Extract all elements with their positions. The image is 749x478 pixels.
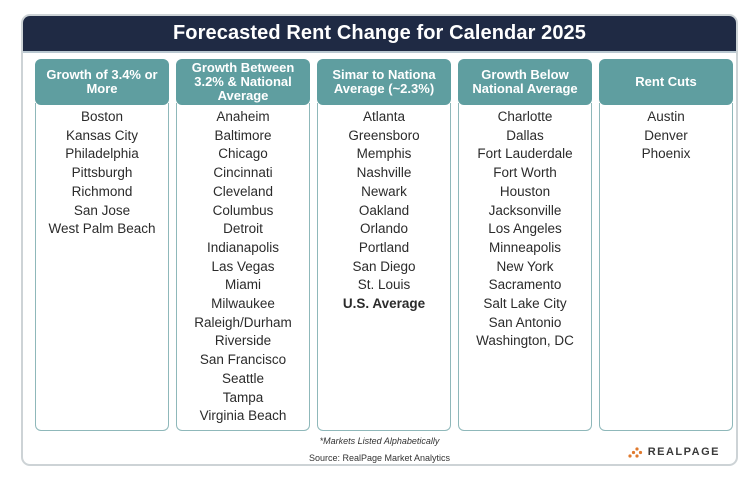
market-item: Baltimore: [214, 127, 272, 143]
market-item: Miami: [225, 277, 261, 293]
market-item: Memphis: [356, 146, 412, 162]
market-item: Charlotte: [497, 109, 553, 124]
market-item: Chicago: [218, 146, 268, 162]
market-item: Indianapolis: [206, 239, 280, 255]
market-item: Richmond: [71, 183, 133, 199]
realpage-dots-icon: [628, 447, 642, 458]
market-list: Charlotte Dallas Fort Lauderdale Fort Worth…: [459, 108, 591, 351]
column-body: Atlanta Greensboro Memphis Nashville Newark O…: [317, 103, 451, 431]
market-list: Anaheim Baltimore Chicago Cincinnati Clevela…: [177, 108, 309, 426]
column-header: Growth of 3.4% or More: [35, 59, 169, 105]
market-item: Riverside: [214, 333, 272, 349]
column-rent-cuts: Rent Cuts Austin Denver Phoenix: [599, 59, 733, 431]
market-item: Phoenix: [641, 146, 691, 162]
market-item: Sacramento: [488, 277, 562, 293]
market-item: Los Angeles: [488, 221, 562, 237]
market-item: Jacksonville: [488, 202, 562, 218]
market-item: Columbus: [212, 202, 274, 218]
market-item: Philadelphia: [65, 146, 139, 162]
market-item: Cincinnati: [213, 165, 273, 181]
market-item: Dallas: [506, 127, 544, 143]
page-title: Forecasted Rent Change for Calendar 2025: [23, 16, 736, 53]
market-item: Cleveland: [212, 183, 274, 199]
source-note: Source: RealPage Market Analytics: [308, 453, 451, 463]
market-item: Denver: [644, 127, 688, 143]
market-item: Tampa: [222, 389, 264, 405]
market-item: San Jose: [73, 202, 131, 218]
market-item: San Diego: [352, 258, 416, 274]
market-item: Orlando: [359, 221, 409, 237]
column-header: Growth Below National Average: [458, 59, 592, 105]
column-header: Simar to Nationa Average (~2.3%): [317, 59, 451, 105]
column-body: Anaheim Baltimore Chicago Cincinnati Clevela…: [176, 103, 310, 431]
market-item: Houston: [499, 183, 551, 199]
market-item: Raleigh/Durham: [194, 314, 292, 330]
market-item: Portland: [358, 239, 410, 255]
market-item: Fort Lauderdale: [477, 146, 573, 162]
market-item: West Palm Beach: [48, 221, 156, 237]
column-growth-between: Growth Between 3.2% & National Average A…: [176, 59, 310, 431]
market-item: Minneapolis: [488, 239, 562, 255]
market-item: Pittsburgh: [71, 165, 133, 181]
market-item: Virginia Beach: [199, 408, 287, 424]
market-item: New York: [496, 258, 554, 274]
market-item: Newark: [361, 183, 407, 199]
market-item: Greensboro: [348, 127, 420, 143]
us-average-label: U.S. Average: [342, 296, 426, 312]
market-item: Seattle: [221, 370, 265, 386]
market-list: Austin Denver Phoenix: [600, 108, 732, 164]
column-body: Boston Kansas City Philadelphia Pittsburgh R…: [35, 103, 169, 431]
market-list: Atlanta Greensboro Memphis Nashville Newark O…: [318, 108, 450, 295]
logo-text: REALPAGE: [647, 446, 720, 458]
market-item: Boston: [80, 109, 124, 124]
market-item: Austin: [647, 109, 685, 124]
market-item: Milwaukee: [211, 296, 275, 312]
column-body: Austin Denver Phoenix: [599, 103, 733, 431]
market-item: Washington, DC: [476, 333, 574, 349]
column-similar-to-national: Simar to Nationa Average (~2.3%) Atlanta…: [317, 59, 451, 431]
market-item: Fort Worth: [493, 165, 557, 181]
column-growth-below: Growth Below National Average Charlotte D…: [458, 59, 592, 431]
rent-forecast-card: Forecasted Rent Change for Calendar 2025…: [21, 14, 738, 466]
realpage-logo: REALPAGE: [628, 446, 720, 458]
market-item: San Francisco: [199, 352, 287, 368]
market-item: Detroit: [223, 221, 263, 237]
market-list: Boston Kansas City Philadelphia Pittsburgh R…: [36, 108, 168, 239]
market-item: Salt Lake City: [483, 296, 567, 312]
column-body: Charlotte Dallas Fort Lauderdale Fort Worth…: [458, 103, 592, 431]
market-item: St. Louis: [357, 277, 411, 293]
market-item: Anaheim: [216, 109, 270, 124]
market-item: San Antonio: [488, 314, 562, 330]
market-item: Las Vegas: [211, 258, 275, 274]
market-item: Oakland: [358, 202, 410, 218]
market-item: Atlanta: [362, 109, 406, 124]
market-item: Nashville: [356, 165, 412, 181]
column-header: Growth Between 3.2% & National Average: [176, 59, 310, 105]
column-growth-3-4-or-more: Growth of 3.4% or More Boston Kansas City…: [35, 59, 169, 431]
market-item: Kansas City: [65, 127, 139, 143]
footnote: *Markets Listed Alphabetically: [319, 436, 440, 446]
column-header: Rent Cuts: [599, 59, 733, 105]
